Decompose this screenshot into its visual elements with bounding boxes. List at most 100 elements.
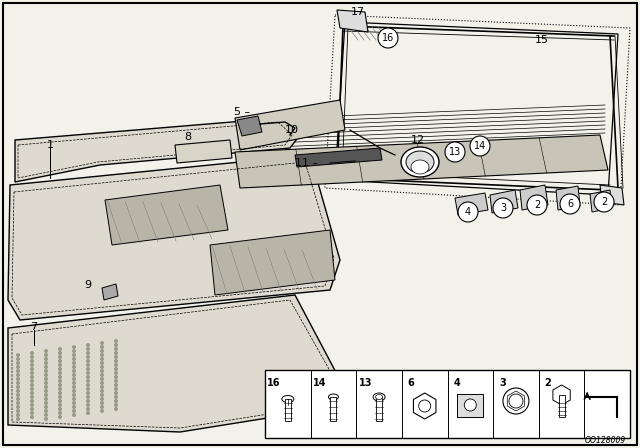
Circle shape — [30, 379, 34, 383]
Circle shape — [100, 381, 104, 385]
Circle shape — [100, 365, 104, 369]
Circle shape — [16, 365, 20, 369]
Circle shape — [594, 192, 614, 212]
Circle shape — [86, 351, 90, 355]
Text: 2: 2 — [545, 378, 551, 388]
Circle shape — [72, 397, 76, 401]
Circle shape — [114, 339, 118, 343]
Circle shape — [58, 391, 62, 395]
Circle shape — [30, 359, 34, 363]
Circle shape — [72, 353, 76, 357]
Circle shape — [58, 347, 62, 351]
Polygon shape — [337, 10, 368, 32]
Circle shape — [16, 405, 20, 409]
Circle shape — [470, 136, 490, 156]
Circle shape — [509, 394, 523, 408]
Circle shape — [493, 198, 513, 218]
Circle shape — [86, 343, 90, 347]
Circle shape — [503, 388, 529, 414]
Circle shape — [72, 409, 76, 413]
Circle shape — [114, 343, 118, 347]
Circle shape — [100, 397, 104, 401]
Circle shape — [560, 194, 580, 214]
Circle shape — [86, 347, 90, 351]
Circle shape — [44, 361, 48, 365]
Circle shape — [30, 363, 34, 367]
Polygon shape — [175, 140, 232, 163]
Text: OO128009: OO128009 — [585, 435, 626, 444]
Ellipse shape — [376, 395, 383, 400]
Circle shape — [100, 341, 104, 345]
Circle shape — [16, 357, 20, 361]
Circle shape — [44, 397, 48, 401]
Polygon shape — [590, 190, 612, 212]
Circle shape — [86, 407, 90, 411]
Circle shape — [86, 383, 90, 387]
Circle shape — [58, 367, 62, 371]
Polygon shape — [520, 185, 548, 210]
Polygon shape — [458, 394, 483, 417]
Text: 12: 12 — [411, 135, 425, 145]
Circle shape — [30, 399, 34, 403]
Circle shape — [114, 347, 118, 351]
Text: 2: 2 — [601, 197, 607, 207]
Ellipse shape — [406, 151, 434, 173]
Circle shape — [16, 361, 20, 365]
Circle shape — [100, 369, 104, 373]
Circle shape — [114, 351, 118, 355]
Text: 17: 17 — [351, 7, 365, 17]
Circle shape — [44, 381, 48, 385]
Polygon shape — [235, 100, 345, 150]
Circle shape — [114, 395, 118, 399]
Circle shape — [86, 367, 90, 371]
Polygon shape — [295, 148, 382, 167]
Text: 16: 16 — [382, 33, 394, 43]
Circle shape — [30, 391, 34, 395]
Circle shape — [16, 413, 20, 417]
Bar — [265, 370, 630, 438]
Circle shape — [16, 401, 20, 405]
Polygon shape — [8, 295, 340, 432]
Polygon shape — [556, 186, 580, 210]
Ellipse shape — [282, 396, 294, 402]
Polygon shape — [490, 190, 518, 213]
Circle shape — [86, 399, 90, 403]
Text: 1: 1 — [47, 140, 54, 150]
Circle shape — [30, 415, 34, 419]
Text: 4: 4 — [465, 207, 471, 217]
Circle shape — [72, 349, 76, 353]
Circle shape — [44, 373, 48, 377]
Circle shape — [44, 401, 48, 405]
Circle shape — [114, 391, 118, 395]
Text: 3: 3 — [499, 378, 506, 388]
Circle shape — [100, 393, 104, 397]
Circle shape — [44, 385, 48, 389]
Circle shape — [72, 385, 76, 389]
Circle shape — [114, 399, 118, 403]
Text: 11 –: 11 – — [295, 158, 318, 168]
Circle shape — [100, 409, 104, 413]
Circle shape — [72, 365, 76, 369]
Circle shape — [72, 377, 76, 381]
Circle shape — [16, 389, 20, 393]
Polygon shape — [102, 284, 118, 300]
Text: 13: 13 — [358, 378, 372, 388]
Circle shape — [72, 381, 76, 385]
Bar — [376, 397, 382, 421]
Circle shape — [30, 367, 34, 371]
Circle shape — [44, 405, 48, 409]
Text: 9: 9 — [84, 280, 92, 290]
Circle shape — [44, 413, 48, 417]
Text: 2: 2 — [534, 200, 540, 210]
Circle shape — [86, 363, 90, 367]
Polygon shape — [600, 185, 624, 205]
Circle shape — [58, 411, 62, 415]
Circle shape — [58, 395, 62, 399]
Text: 10: 10 — [285, 125, 299, 135]
Circle shape — [58, 355, 62, 359]
Text: 7: 7 — [31, 322, 38, 332]
Text: 5 –: 5 – — [234, 107, 250, 117]
Circle shape — [100, 349, 104, 353]
Circle shape — [16, 385, 20, 389]
Text: 6: 6 — [567, 199, 573, 209]
